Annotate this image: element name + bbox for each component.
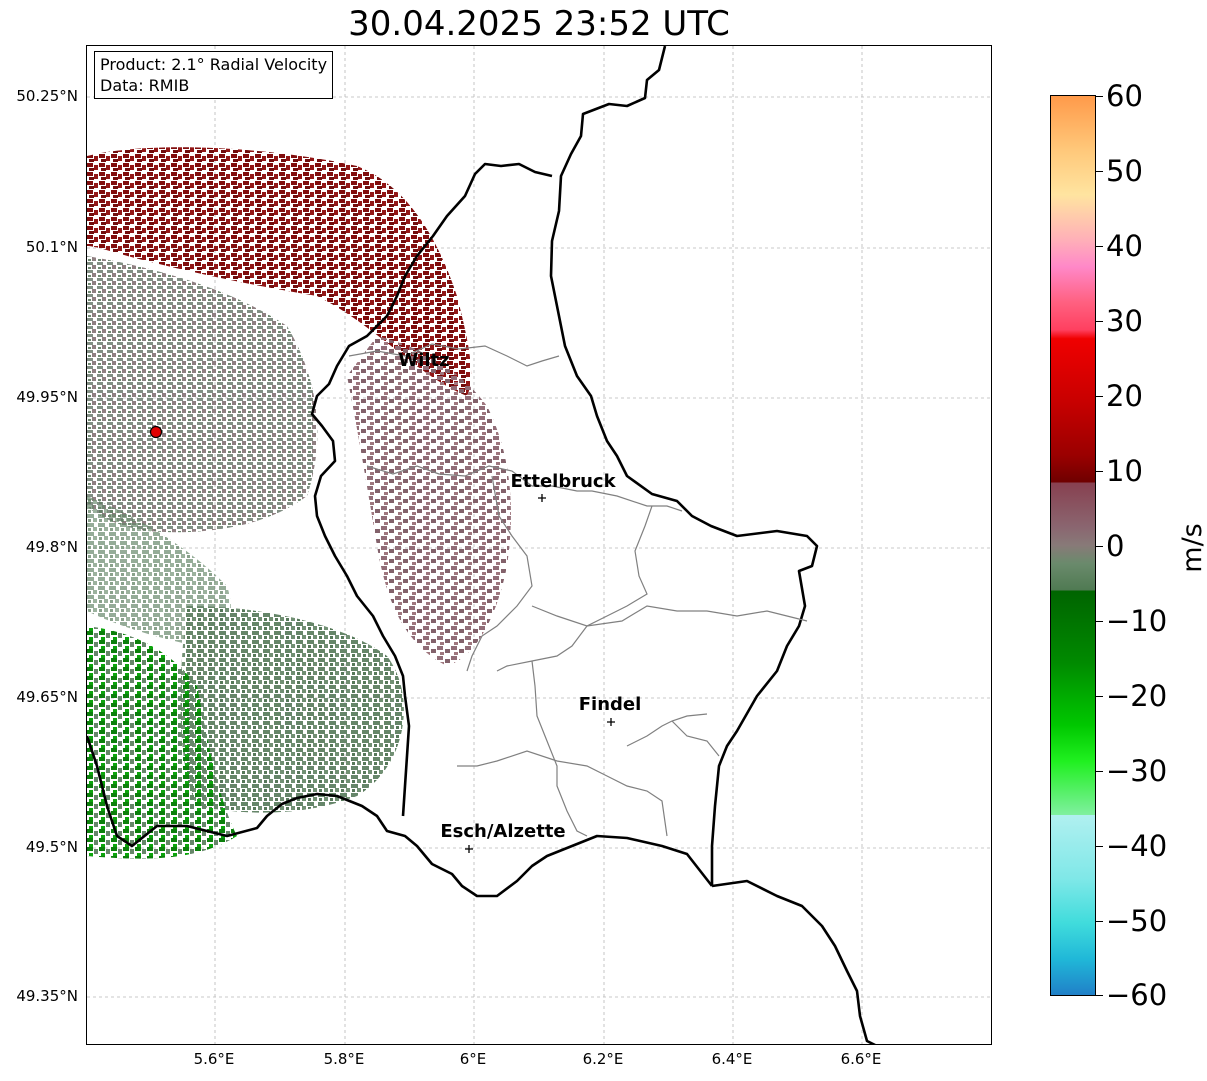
colorbar-label: −30 [1106,754,1168,788]
colorbar-label: 60 [1106,79,1143,113]
lat-label: 49.5°N [25,838,78,856]
national-borders [87,46,876,1044]
city-label-wiltz: Wiltz [398,350,450,371]
lat-label: 49.8°N [25,538,78,556]
data-source-text: Data: RMIB [100,76,190,95]
lat-label: 50.25°N [16,87,78,105]
colorbar-tick [1096,846,1103,847]
colorbar-label: −60 [1106,978,1168,1012]
colorbar-tick [1096,246,1103,247]
lat-label: 50.1°N [25,238,78,256]
product-info-box: Product: 2.1° Radial Velocity Data: RMIB [94,51,334,99]
lon-label: 5.6°E [193,1050,235,1068]
map-canvas [87,46,991,1044]
city-markers [465,494,615,853]
colorbar-unit-label: m/s [1177,523,1207,573]
colorbar-label: −40 [1106,829,1168,863]
colorbar-tick [1096,921,1103,922]
colorbar-tick [1096,321,1103,322]
colorbar-label: −10 [1106,604,1168,638]
colorbar-label: 0 [1106,529,1125,563]
colorbar-tick [1096,471,1103,472]
colorbar-label: −50 [1106,904,1168,938]
lat-label: 49.95°N [16,388,78,406]
city-label-esch: Esch/Alzette [440,821,566,842]
radar-echoes [87,147,511,859]
colorbar-tick [1096,396,1103,397]
colorbar-label: 40 [1106,229,1143,263]
product-text: Product: 2.1° Radial Velocity [100,55,328,74]
map-title: 30.04.2025 23:52 UTC [348,4,730,44]
lon-label: 6.2°E [582,1050,624,1068]
colorbar-label: 10 [1106,454,1143,488]
lon-label: 6.4°E [711,1050,753,1068]
colorbar-tick [1096,96,1103,97]
colorbar-label: 50 [1106,154,1143,188]
city-label-findel: Findel [578,694,642,715]
velocity-colorbar [1050,95,1096,996]
lon-label: 5.8°E [323,1050,365,1068]
colorbar-tick [1096,621,1103,622]
colorbar-tick [1096,771,1103,772]
colorbar-label: 30 [1106,304,1143,338]
lon-label: 6°E [459,1050,487,1068]
lon-label: 6.6°E [840,1050,882,1068]
lat-label: 49.35°N [16,987,78,1005]
lat-label: 49.65°N [16,688,78,706]
colorbar-tick [1096,696,1103,697]
colorbar-label: 20 [1106,379,1143,413]
city-label-ettelbruck: Ettelbruck [510,471,616,492]
colorbar-tick [1096,995,1103,996]
canton-borders [348,343,808,837]
colorbar-label: −20 [1106,679,1168,713]
radar-site-marker [149,425,163,439]
colorbar-tick [1096,546,1103,547]
radar-map[interactable] [86,45,992,1045]
colorbar-tick [1096,171,1103,172]
